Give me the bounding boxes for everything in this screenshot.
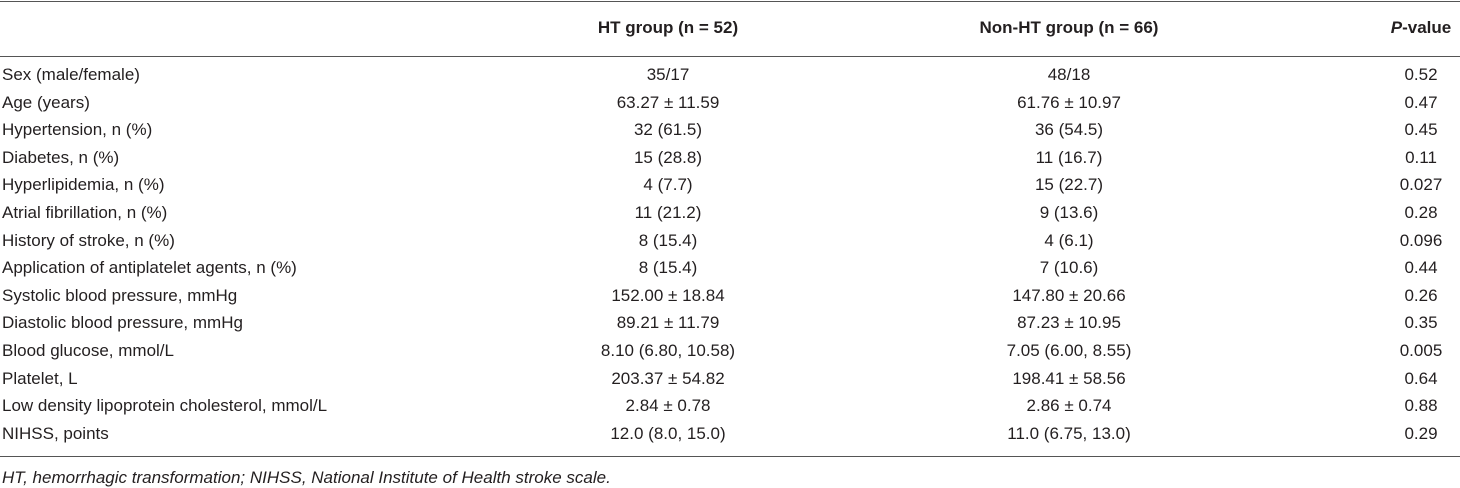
non-ht-value: 4 (6.1) — [1044, 230, 1094, 250]
row-label: Application of antiplatelet agents, n (%… — [2, 258, 297, 278]
non-ht-value: 15 (22.7) — [1034, 175, 1104, 195]
non-ht-value: 11.0 (6.75, 13.0) — [1007, 423, 1131, 443]
ht-value: 35/17 — [646, 65, 690, 84]
row-label: NIHSS, points — [2, 423, 109, 443]
row-label: History of stroke, n (%) — [2, 230, 175, 250]
p-value: 0.027 — [1399, 175, 1443, 195]
ht-value: 8 (15.4) — [638, 258, 698, 278]
row-label: Atrial fibrillation, n (%) — [2, 203, 168, 222]
p-value: 0.11 — [1405, 147, 1437, 167]
column-header: HT group (n = 52) — [597, 18, 739, 37]
ht-value: 4 (7.7) — [643, 175, 693, 195]
p-value: 0.44 — [1404, 258, 1438, 278]
ht-value: 8 (15.4) — [638, 230, 698, 250]
row-label: Low density lipoprotein cholesterol, mmo… — [2, 396, 328, 416]
row-label: Hyperlipidemia, n (%) — [2, 175, 165, 195]
non-ht-value: 87.23 ± 10.95 — [1017, 313, 1121, 333]
p-value: 0.096 — [1399, 230, 1443, 250]
ht-value: 203.37 ± 54.82 — [611, 368, 725, 388]
top-rule — [0, 1, 1460, 2]
non-ht-value: 7.05 (6.00, 8.55) — [1006, 341, 1132, 360]
ht-value: 8.10 (6.80, 10.58) — [600, 341, 736, 360]
p-value-header: P-value — [1391, 18, 1451, 38]
row-label: Diabetes, n (%) — [2, 147, 120, 167]
p-value: 0.47 — [1404, 92, 1438, 112]
ht-value: 2.84 ± 0.78 — [625, 396, 711, 416]
p-rest: -value — [1402, 18, 1452, 37]
non-ht-value: 198.41 ± 58.56 — [1012, 368, 1126, 388]
bottom-rule — [0, 456, 1460, 457]
p-value: 0.29 — [1404, 423, 1438, 443]
p-italic: P — [1390, 18, 1403, 37]
ht-value: 89.21 ± 11.79 — [616, 313, 720, 333]
p-value: 0.005 — [1399, 341, 1443, 360]
p-value: 0.45 — [1404, 120, 1438, 140]
ht-value: 152.00 ± 18.84 — [611, 285, 725, 305]
non-ht-value: 7 (10.6) — [1039, 258, 1099, 278]
ht-value: 32 (61.5) — [633, 120, 703, 140]
p-value: 0.26 — [1404, 285, 1438, 305]
p-value: 0.28 — [1404, 203, 1438, 222]
row-label: Age (years) — [2, 92, 90, 112]
p-value: 0.64 — [1404, 368, 1438, 388]
non-ht-value: 61.76 ± 10.97 — [1017, 92, 1121, 112]
footnote: HT, hemorrhagic transformation; NIHSS, N… — [2, 468, 611, 487]
non-ht-value: 2.86 ± 0.74 — [1026, 396, 1112, 416]
ht-value: 15 (28.8) — [633, 147, 703, 167]
non-ht-value: 9 (13.6) — [1039, 203, 1099, 222]
ht-value: 12.0 (8.0, 15.0) — [610, 423, 726, 443]
non-ht-value: 147.80 ± 20.66 — [1012, 285, 1126, 305]
ht-value: 11 (21.2) — [634, 203, 702, 222]
row-label: Sex (male/female) — [2, 65, 140, 84]
header-rule — [0, 56, 1460, 57]
row-label: Hypertension, n (%) — [2, 120, 153, 140]
row-label: Platelet, L — [2, 368, 78, 388]
p-value: 0.52 — [1404, 65, 1438, 84]
row-label: Diastolic blood pressure, mmHg — [2, 313, 243, 333]
non-ht-value: 36 (54.5) — [1034, 120, 1104, 140]
p-value: 0.88 — [1404, 396, 1438, 416]
column-header: Non-HT group (n = 66) — [979, 18, 1159, 37]
non-ht-value: 48/18 — [1047, 65, 1091, 84]
ht-value: 63.27 ± 11.59 — [616, 92, 720, 112]
row-label: Blood glucose, mmol/L — [2, 341, 174, 360]
p-value: 0.35 — [1404, 313, 1438, 333]
row-label: Systolic blood pressure, mmHg — [2, 285, 238, 305]
non-ht-value: 11 (16.7) — [1035, 147, 1103, 167]
